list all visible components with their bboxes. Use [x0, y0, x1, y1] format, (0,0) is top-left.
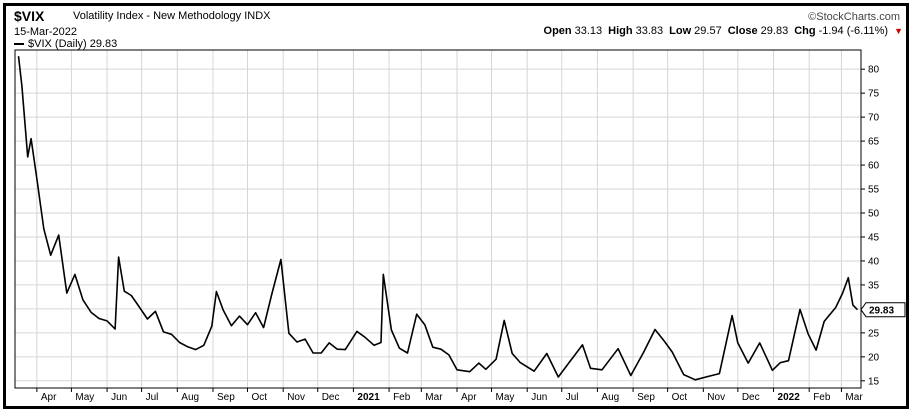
x-tick-label: Oct: [672, 392, 688, 403]
index-name-text: Volatility Index - New Methodology: [73, 10, 242, 22]
ticker-symbol: $VIX: [14, 8, 45, 24]
y-tick-label: 75: [868, 89, 880, 100]
x-tick-label: May: [75, 392, 94, 403]
x-tick-label: Feb: [393, 392, 411, 403]
chart-legend: $VIX (Daily) 29.83: [14, 38, 117, 50]
y-tick-label: 60: [868, 161, 880, 172]
x-tick-label: Jun: [531, 392, 547, 403]
ohlc-summary: Open 33.13 High 33.83 Low 29.57 Close 29.83 …: [544, 25, 903, 37]
quote-date: 15-Mar-2022: [14, 26, 77, 38]
y-tick-label: 70: [868, 113, 880, 124]
x-tick-label: Dec: [742, 392, 760, 403]
close-stat: Close 29.83: [727, 25, 789, 37]
x-tick-label: Aug: [601, 392, 619, 403]
index-name: Volatility Index - New Methodology INDX: [73, 10, 271, 22]
y-tick-label: 45: [868, 232, 880, 243]
x-tick-label: Nov: [707, 392, 725, 403]
x-tick-label: Apr: [461, 392, 477, 403]
change-stat: Chg -1.94 (-6.11%): [794, 25, 889, 37]
x-axis-labels: Apr May Jun Jul Aug Sep Oct Nov Dec 2021 Feb Mar Apr…: [36, 388, 863, 403]
x-tick-label: Nov: [287, 392, 305, 403]
y-tick-label: 25: [868, 328, 880, 339]
exchange-label: INDX: [244, 10, 271, 22]
x-tick-label: May: [496, 392, 515, 403]
grid-lines: [15, 50, 861, 388]
last-value-label: 29.83: [869, 306, 894, 317]
x-tick-label: Mar: [845, 392, 863, 403]
y-tick-label: 50: [868, 209, 880, 220]
y-tick-label: 55: [868, 185, 880, 196]
last-value-marker: 29.83: [860, 302, 906, 318]
x-tick-label: Oct: [252, 392, 268, 403]
y-tick-label: 65: [868, 137, 880, 148]
open-stat: Open 33.13: [543, 25, 603, 37]
y-tick-label: 80: [868, 65, 880, 76]
x-tick-label: Mar: [425, 392, 443, 403]
x-tick-label: Feb: [813, 392, 831, 403]
x-tick-label: Jul: [566, 392, 579, 403]
x-tick-label: 2022: [778, 392, 801, 403]
legend-label: $VIX (Daily) 29.83: [28, 38, 118, 50]
series-line-vix: [17, 56, 859, 381]
x-tick-label: Sep: [217, 392, 235, 403]
x-tick-label: Jul: [146, 392, 159, 403]
x-tick-label: Sep: [637, 392, 655, 403]
y-axis-labels: 1520253035404550556065707580: [861, 65, 880, 387]
x-tick-label: Dec: [322, 392, 340, 403]
last-value-tag: [860, 302, 906, 318]
y-tick-label: 20: [868, 352, 880, 363]
y-tick-label: 35: [868, 280, 880, 291]
brand-watermark: ©StockCharts.com: [808, 11, 900, 23]
low-stat: Low 29.57: [669, 25, 722, 37]
y-tick-label: 15: [868, 376, 880, 387]
x-tick-label: Jun: [111, 392, 127, 403]
x-tick-label: Apr: [41, 392, 57, 403]
chart-frame: [3, 3, 909, 409]
high-stat: High 33.83: [608, 25, 664, 37]
x-tick-label: 2021: [357, 392, 380, 403]
legend-line-swatch: [14, 43, 24, 45]
down-arrow-icon: ▼: [894, 26, 903, 36]
y-tick-label: 40: [868, 256, 880, 267]
x-tick-label: Aug: [181, 392, 199, 403]
plot-area-border: [14, 49, 862, 389]
